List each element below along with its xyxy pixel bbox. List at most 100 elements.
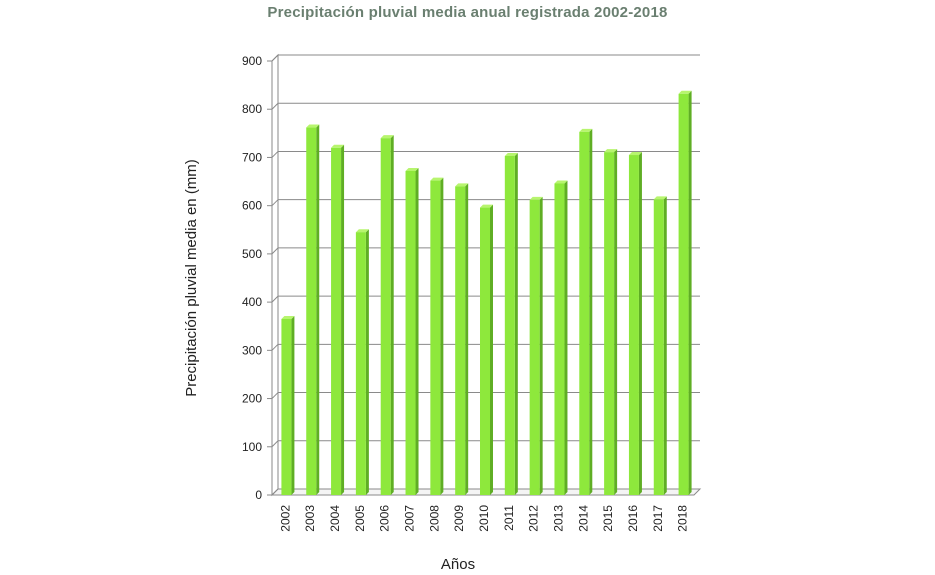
bar-front (579, 131, 590, 496)
bar (380, 135, 394, 495)
bar-side (539, 196, 543, 495)
bar-side (688, 90, 692, 496)
y-axis-ticks: 0 100 200 300 400 500 600 700 800 900 (242, 54, 262, 502)
x-tick-label: 2016 (626, 505, 640, 532)
bar-front (281, 318, 292, 495)
bar-side (465, 183, 469, 495)
bar-side (663, 196, 667, 496)
left-wall (271, 53, 279, 497)
bar-top (678, 90, 692, 94)
x-axis-title: Años (441, 556, 475, 573)
bar-side (589, 128, 593, 496)
bar (331, 144, 345, 496)
bar-side (316, 124, 320, 496)
bar-top (331, 144, 345, 148)
gridline-depth (271, 488, 279, 496)
x-tick-label: 2018 (676, 505, 690, 532)
bar-top (355, 229, 369, 233)
bar (554, 180, 568, 496)
bar (529, 196, 543, 495)
bar-top (554, 180, 568, 184)
bar-side (564, 180, 568, 496)
bar (628, 152, 642, 496)
bar-top (281, 315, 295, 319)
bar-top (653, 196, 667, 200)
bar-side (390, 135, 394, 495)
bar-front (455, 186, 466, 495)
x-tick-label: 2011 (502, 505, 516, 531)
gridline-depth (271, 295, 279, 303)
x-tick-label: 2015 (601, 505, 615, 532)
x-tick-label: 2017 (651, 505, 665, 532)
y-tick-label: 600 (242, 199, 262, 213)
bar (405, 167, 419, 496)
x-tick-label: 2010 (477, 505, 491, 532)
x-tick-label: 2003 (303, 505, 317, 532)
bar-side (341, 144, 345, 496)
bar-front (529, 199, 540, 495)
bar (653, 196, 667, 496)
bar-top (480, 204, 493, 208)
bar-side (614, 149, 618, 495)
y-tick-label: 500 (242, 247, 262, 261)
x-tick-label: 2006 (378, 505, 392, 532)
bar-front (604, 152, 615, 495)
x-axis-ticks: 2002 2003 2004 2005 2006 2007 2008 2009 2010 2011… (278, 505, 689, 532)
bar-top (604, 149, 618, 153)
bar-top (405, 167, 419, 171)
y-tick-label: 400 (242, 295, 262, 309)
y-tick-label: 200 (242, 392, 262, 406)
bar-front (480, 207, 490, 495)
bar (678, 90, 692, 496)
y-tick-label: 0 (255, 488, 262, 502)
bar (604, 149, 618, 495)
bars (281, 90, 692, 496)
bar-top (306, 124, 320, 128)
bar (504, 152, 518, 495)
bar-side (638, 152, 642, 496)
y-tick-label: 100 (242, 440, 262, 454)
bar-side (365, 229, 369, 495)
y-tick-label: 700 (242, 150, 262, 164)
y-tick-label: 300 (242, 343, 262, 357)
bar (579, 128, 593, 496)
bar-front (430, 180, 441, 495)
chart-title: Precipitación pluvial media anual regist… (267, 4, 668, 21)
bar-front (380, 138, 391, 495)
gridline-depth (271, 440, 279, 448)
bar-top (430, 177, 444, 181)
bar-side (514, 152, 518, 495)
bar-front (554, 183, 565, 496)
gridline-depth (271, 343, 279, 351)
gridline-depth (271, 247, 279, 255)
bar-front (355, 232, 366, 495)
bar (281, 315, 295, 495)
y-axis-title: Precipitación pluvial media en (mm) (183, 159, 200, 397)
x-tick-label: 2002 (278, 505, 292, 532)
gridline-depth (271, 199, 279, 207)
bar-front (331, 147, 342, 496)
x-tick-label: 2007 (403, 505, 417, 532)
x-tick-label: 2008 (427, 505, 441, 532)
gridline-depth (271, 102, 279, 110)
bar-side (440, 177, 444, 495)
x-tick-label: 2012 (527, 505, 541, 532)
bar (306, 124, 320, 496)
x-tick-label: 2004 (328, 505, 342, 532)
bar (455, 183, 469, 495)
bar-top (504, 152, 518, 156)
bar-front (678, 93, 689, 496)
gridline-depth (271, 54, 279, 62)
bar-front (306, 127, 317, 496)
x-tick-label: 2005 (353, 505, 367, 532)
gridline-depth (271, 392, 279, 399)
bar-top (380, 135, 394, 139)
bar-front (405, 170, 416, 496)
bar-front (628, 155, 639, 496)
bar-front (653, 199, 664, 496)
x-tick-label: 2013 (551, 505, 565, 532)
y-tick-label: 900 (242, 54, 262, 68)
gridline-depth (271, 151, 279, 158)
bar-top (628, 152, 642, 156)
